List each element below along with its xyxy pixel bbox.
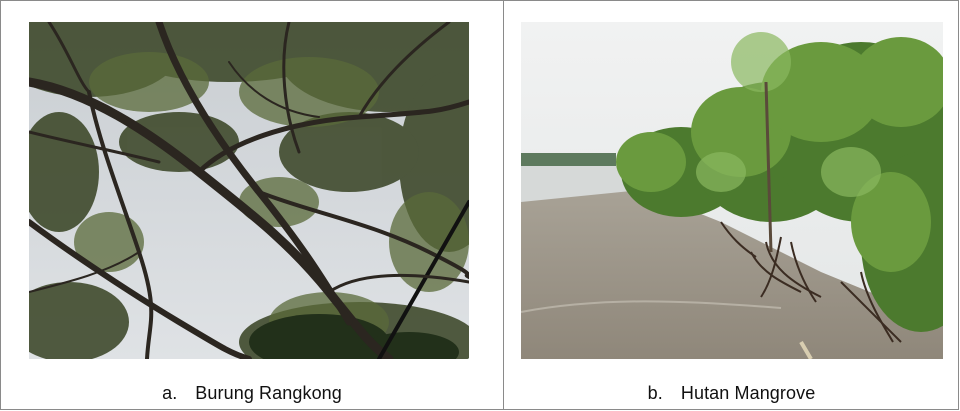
mangrove-shore-photo [521,22,943,359]
figure-caption-a: a. Burung Rangkong [1,383,503,404]
figure-title-b: Hutan Mangrove [680,383,816,403]
tree-canopy-photo [29,22,469,359]
figure-letter-a: a. [162,383,178,403]
figure-cell-b: b. Hutan Mangrove [504,1,959,410]
figure-cell-a: a. Burung Rangkong [1,1,504,410]
figure-title-a: Burung Rangkong [195,383,342,403]
figure-caption-b: b. Hutan Mangrove [504,383,959,404]
figure-letter-b: b. [647,383,663,403]
